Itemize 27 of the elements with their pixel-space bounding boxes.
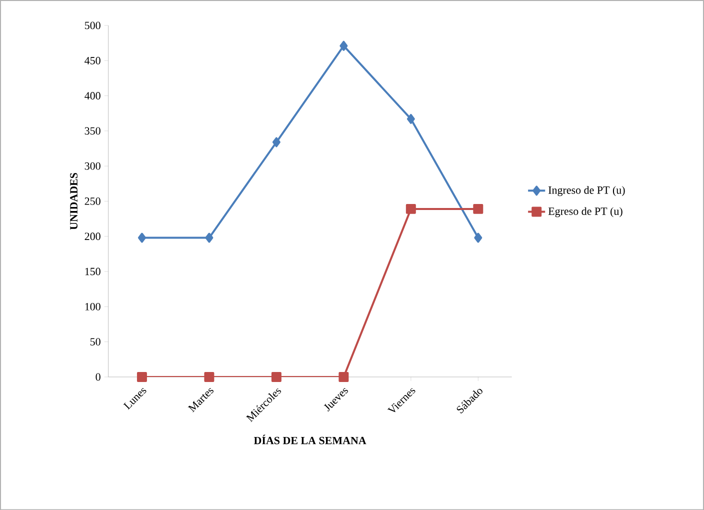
point: [406, 204, 416, 214]
y-tick-label: 0: [96, 373, 100, 381]
x-axis-title: DÍAS DE LA SEMANA: [254, 434, 366, 444]
y-tick-label: 50: [90, 338, 100, 346]
point: [271, 372, 282, 382]
point: [340, 40, 348, 51]
y-axis-title: UNIDADES: [70, 172, 78, 230]
point: [474, 232, 482, 243]
legend-label: Ingreso de PT (u): [548, 186, 625, 196]
point: [205, 232, 214, 243]
point: [338, 372, 349, 382]
point: [204, 372, 214, 382]
y-tick-label: 150: [85, 268, 100, 276]
y-tick-label: 350: [84, 127, 100, 134]
y-tick-label: 250: [84, 197, 100, 205]
point: [136, 372, 147, 382]
y-tick-label: 200: [84, 232, 100, 240]
y-tick-label: 500: [84, 22, 100, 30]
y-tick-label: 100: [85, 302, 100, 310]
legend-label: Egreso de PT (u): [548, 207, 622, 218]
y-tick-label: 450: [84, 56, 100, 64]
point: [473, 204, 484, 214]
point: [138, 232, 146, 243]
y-tick-label: 300: [84, 162, 100, 170]
point: [272, 137, 280, 148]
point: [406, 114, 415, 124]
y-tick-label: 400: [84, 92, 100, 100]
